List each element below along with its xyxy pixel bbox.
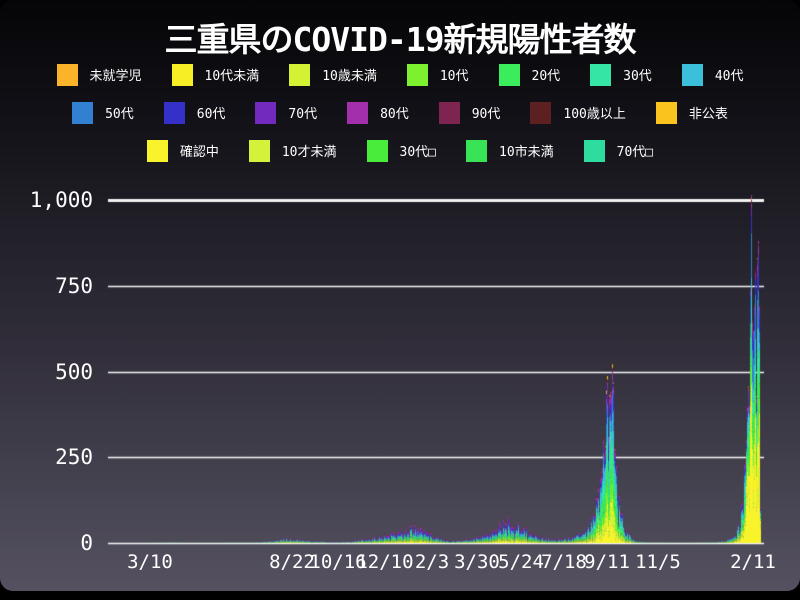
x-tick-label: 3/30 xyxy=(454,551,500,573)
x-tick-label: 10/16 xyxy=(309,551,367,573)
chart-title: 三重県のCOVID-19新規陽性者数 xyxy=(164,20,637,59)
legend-item[interactable]: 70代□ xyxy=(583,139,654,162)
legend-swatch xyxy=(289,63,311,86)
x-tick-label: 5/24 xyxy=(498,551,544,573)
y-tick-label: 500 xyxy=(55,359,93,384)
legend-swatch xyxy=(366,139,388,162)
x-tick-label: 9/11 xyxy=(584,551,630,573)
legend-swatch xyxy=(498,63,520,86)
legend-item-label: 40代 xyxy=(714,69,744,84)
y-tick-label: 1,000 xyxy=(29,188,93,212)
x-tick-label: 2/3 xyxy=(414,551,450,573)
legend-item-label: 100歳以上 xyxy=(563,107,626,122)
legend-swatch xyxy=(530,101,552,124)
legend-row: 50代 60代 70代 80代 90代 100歳以上 非公表 xyxy=(0,101,800,124)
legend-item-label: 10代 xyxy=(439,69,469,84)
legend-swatch xyxy=(171,63,193,86)
legend-item[interactable]: 10代未満 xyxy=(171,63,260,86)
x-tick-label: 12/10 xyxy=(356,551,414,573)
legend-item-label: 20代 xyxy=(531,69,561,84)
x-tick-label: 3/10 xyxy=(127,551,173,573)
legend-item[interactable]: 確認中 xyxy=(146,139,219,162)
legend-swatch xyxy=(583,139,605,162)
legend-swatch xyxy=(163,101,185,124)
y-tick-label: 750 xyxy=(55,273,93,298)
legend-item[interactable]: 10歳未満 xyxy=(289,63,377,86)
legend-item[interactable]: 非公表 xyxy=(655,101,728,124)
legend-item-label: 70代□ xyxy=(616,145,654,160)
legend-item-label: 10市未満 xyxy=(499,145,554,160)
legend-item-label: 90代 xyxy=(471,107,501,122)
legend-swatch xyxy=(406,63,428,86)
legend-item[interactable]: 未就学児 xyxy=(56,63,142,86)
x-tick-label: 7/18 xyxy=(541,551,587,573)
legend-item[interactable]: 60代 xyxy=(163,101,226,124)
legend-swatch xyxy=(466,139,487,162)
legend-item-label: 60代 xyxy=(196,107,226,122)
legend-item[interactable]: 10代 xyxy=(406,63,469,86)
legend-swatch xyxy=(255,101,277,124)
legend-swatch xyxy=(56,63,78,86)
legend-item-label: 30代□ xyxy=(399,145,436,160)
legend-item-label: 10代未満 xyxy=(204,69,260,84)
legend-item-label: 80代 xyxy=(380,107,409,122)
legend-item[interactable]: 90代 xyxy=(438,101,501,124)
x-tick-label: 2/11 xyxy=(730,551,776,573)
x-tick-label: 8/22 xyxy=(269,551,315,573)
legend-item[interactable]: 30代 xyxy=(590,63,652,86)
chart-legend: 未就学児 10代未満 10歳未満 10代 20代 30代 40代 50代 60代 70代 80代 90… xyxy=(0,63,800,177)
legend-swatch xyxy=(590,63,612,86)
legend-swatch xyxy=(248,139,270,162)
legend-item-label: 非公表 xyxy=(688,107,728,122)
legend-item[interactable]: 50代 xyxy=(72,101,134,124)
legend-item-label: 50代 xyxy=(105,107,134,122)
legend-row: 確認中 10才未満 30代□ 10市未満 70代□ xyxy=(0,139,800,162)
legend-item[interactable]: 40代 xyxy=(681,63,744,86)
legend-item[interactable]: 10才未満 xyxy=(248,139,337,162)
legend-item[interactable]: 20代 xyxy=(498,63,561,86)
legend-item[interactable]: 10市未満 xyxy=(466,139,554,162)
legend-item[interactable]: 70代 xyxy=(255,101,318,124)
legend-item-label: 70代 xyxy=(288,107,318,122)
legend-item-label: 10才未満 xyxy=(281,145,337,160)
legend-swatch xyxy=(655,101,677,124)
legend-swatch xyxy=(146,139,168,162)
y-tick-label: 250 xyxy=(55,445,93,470)
legend-swatch xyxy=(72,101,94,124)
x-tick-label: 11/5 xyxy=(635,551,681,573)
legend-item-label: 30代 xyxy=(623,69,652,84)
legend-item[interactable]: 30代□ xyxy=(366,139,436,162)
y-tick-label: 0 xyxy=(80,531,93,555)
legend-item-label: 10歳未満 xyxy=(322,69,377,84)
legend-item[interactable]: 80代 xyxy=(347,101,409,124)
legend-swatch xyxy=(347,101,369,124)
legend-swatch xyxy=(681,63,703,86)
legend-item-label: 未就学児 xyxy=(89,69,142,84)
legend-item-label: 確認中 xyxy=(179,145,219,160)
legend-item[interactable]: 100歳以上 xyxy=(530,101,626,124)
legend-swatch xyxy=(438,101,460,124)
legend-row: 未就学児 10代未満 10歳未満 10代 20代 30代 40代 xyxy=(0,63,800,86)
